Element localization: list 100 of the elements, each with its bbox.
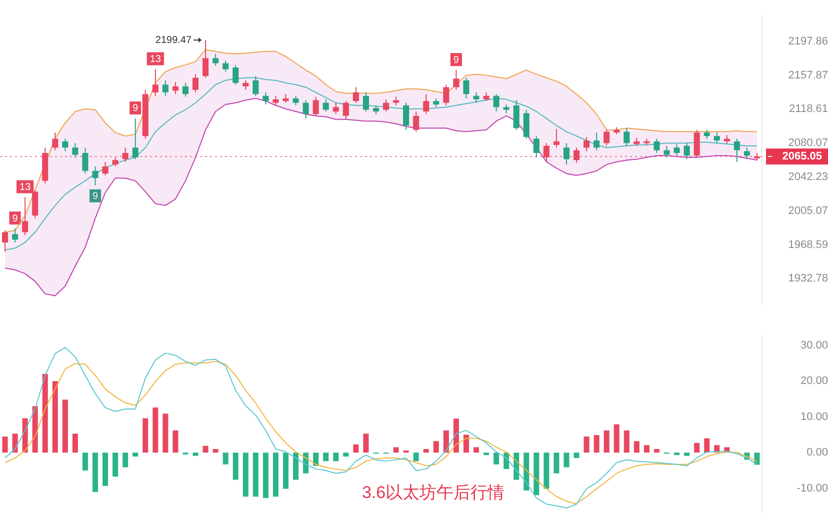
- candlestick: [594, 132, 600, 151]
- candlestick: [92, 166, 98, 186]
- bar: [122, 452, 128, 468]
- bar: [453, 418, 459, 453]
- candlestick: [413, 110, 420, 132]
- candlestick: [443, 84, 450, 106]
- y-tick-label: 2080.07: [788, 137, 828, 150]
- candlestick: [322, 98, 329, 112]
- bar: [564, 452, 570, 468]
- bar: [232, 452, 238, 480]
- y-tick-label: 20.00: [800, 375, 828, 388]
- bar: [534, 452, 540, 496]
- candlestick: [684, 142, 690, 160]
- bar: [544, 452, 550, 489]
- candlestick: [302, 100, 309, 119]
- bar: [574, 452, 580, 458]
- y-tick-label: 2197.86: [788, 35, 828, 48]
- bar: [212, 449, 218, 453]
- bar: [172, 430, 178, 453]
- candlestick: [513, 100, 520, 130]
- bar: [323, 452, 329, 462]
- candlestick: [574, 147, 580, 164]
- candlestick: [82, 147, 88, 174]
- y-tick-label: 0.00: [806, 446, 828, 459]
- bar: [634, 441, 640, 453]
- candlestick: [403, 102, 410, 130]
- candlestick: [463, 77, 470, 99]
- candlestick: [72, 142, 78, 158]
- candlestick: [182, 82, 188, 98]
- candlestick: [423, 94, 430, 115]
- bar: [393, 447, 399, 453]
- y-tick-label: 2118.61: [789, 103, 828, 116]
- candlestick: [553, 128, 560, 148]
- bar: [413, 452, 419, 462]
- annotation: 13: [150, 54, 162, 65]
- candlestick: [383, 98, 390, 112]
- y-tick-label: 2042.23: [788, 171, 828, 184]
- candlestick: [52, 132, 58, 151]
- y-tick-label: 10.00: [800, 410, 828, 423]
- candlestick: [473, 92, 480, 104]
- candlestick: [453, 70, 460, 90]
- candlestick: [714, 132, 720, 144]
- bar: [494, 452, 500, 464]
- bar: [443, 430, 449, 453]
- y-tick-label: 2157.87: [788, 69, 828, 82]
- bar: [403, 450, 409, 453]
- bar: [162, 414, 168, 453]
- bar: [524, 452, 530, 491]
- bar: [674, 452, 680, 456]
- candlestick: [694, 129, 700, 158]
- candlestick: [252, 76, 259, 96]
- y-tick-label: 1968.59: [788, 238, 828, 251]
- bar: [102, 452, 108, 486]
- candlestick: [212, 53, 219, 66]
- annotation: 9: [132, 103, 139, 114]
- bar: [433, 441, 439, 453]
- bar: [463, 434, 469, 453]
- bar: [82, 452, 88, 470]
- bar: [604, 430, 610, 453]
- candlestick: [332, 102, 339, 115]
- bar: [684, 452, 690, 456]
- y-tick-label: 30.00: [800, 339, 828, 352]
- candlestick: [523, 109, 530, 140]
- candlestick: [664, 145, 670, 158]
- bar: [282, 452, 289, 489]
- bar: [293, 452, 299, 480]
- candlestick: [654, 138, 660, 154]
- bar: [423, 449, 429, 453]
- bar: [624, 430, 630, 453]
- bar: [72, 434, 78, 453]
- candlestick: [262, 92, 269, 106]
- bar: [584, 436, 590, 453]
- y-tick-label: 1932.78: [788, 272, 828, 285]
- candlestick: [102, 161, 108, 176]
- candlestick: [674, 144, 680, 156]
- candlestick: [2, 230, 8, 252]
- annotation: 9: [12, 213, 18, 224]
- candlestick: [744, 147, 750, 160]
- candlestick: [292, 95, 299, 106]
- bar: [2, 436, 8, 453]
- candlestick: [584, 136, 590, 152]
- bar: [353, 444, 359, 453]
- candlestick: [62, 138, 68, 152]
- candlestick: [202, 40, 209, 78]
- bar: [192, 452, 198, 456]
- bar: [222, 452, 228, 464]
- annotation: 3.6以太坊午后行情: [362, 483, 505, 502]
- ref-line-label: 2065.05: [782, 150, 822, 162]
- candlestick: [624, 128, 630, 146]
- bar: [262, 452, 268, 498]
- bar: [644, 445, 650, 453]
- candlestick: [312, 96, 319, 116]
- annotation: 2199.47: [155, 34, 192, 46]
- bar: [92, 452, 98, 492]
- bar: [554, 452, 560, 474]
- bar: [484, 452, 490, 456]
- y-tick-label: -10.00: [796, 482, 828, 494]
- candlestick: [533, 136, 540, 158]
- candlestick: [242, 80, 249, 90]
- candlestick: [132, 118, 138, 160]
